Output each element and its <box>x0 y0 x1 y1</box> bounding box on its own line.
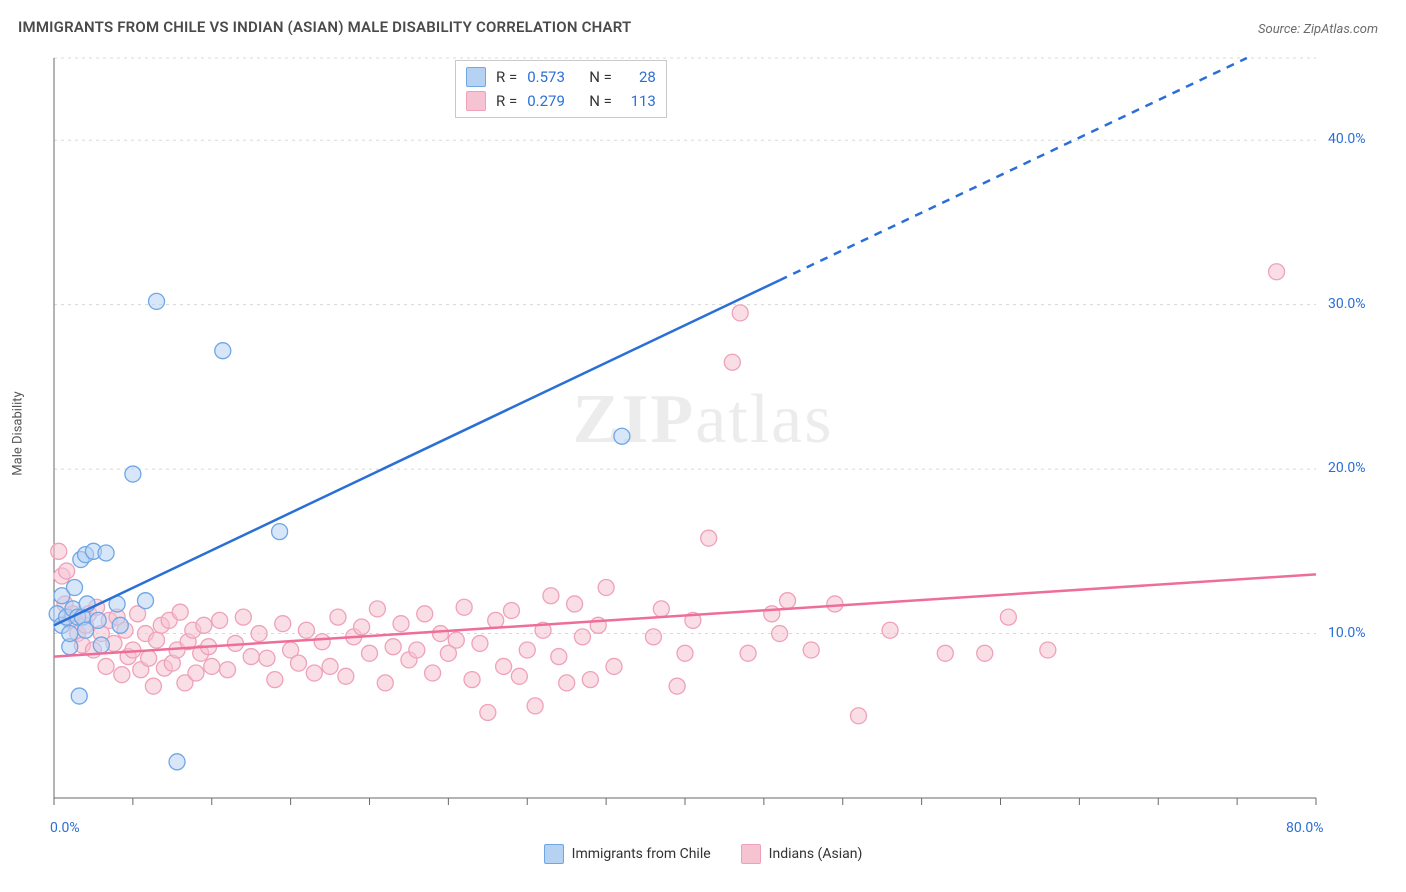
stats-n-label: N = <box>589 89 612 113</box>
source-prefix: Source: <box>1258 22 1303 37</box>
legend-item-indian: Indians (Asian) <box>741 844 863 864</box>
stats-n-value: 28 <box>622 65 656 89</box>
stats-swatch <box>466 91 486 111</box>
stats-r-label: R = <box>496 89 517 113</box>
source-attribution: Source: ZipAtlas.com <box>1258 22 1378 37</box>
plot-area <box>46 52 1386 814</box>
legend-label: Immigrants from Chile <box>572 846 711 862</box>
stats-n-value: 113 <box>622 89 656 113</box>
y-axis-label: Male Disability <box>8 52 28 814</box>
series-legend: Immigrants from Chile Indians (Asian) <box>0 844 1406 864</box>
y-tick-label: 20.0% <box>1328 460 1366 476</box>
legend-item-chile: Immigrants from Chile <box>544 844 711 864</box>
legend-label: Indians (Asian) <box>769 846 863 862</box>
y-tick-label: 30.0% <box>1328 296 1366 312</box>
source-name: ZipAtlas.com <box>1303 22 1378 37</box>
x-tick-label: 0.0% <box>50 820 80 836</box>
stats-n-label: N = <box>589 65 612 89</box>
stats-r-value: 0.573 <box>527 65 579 89</box>
y-tick-label: 10.0% <box>1328 625 1366 641</box>
legend-swatch <box>741 844 761 864</box>
y-tick-label: 40.0% <box>1328 131 1366 147</box>
y-axis-label-text: Male Disability <box>11 391 26 475</box>
stats-row-indian: R = 0.279 N = 113 <box>466 89 656 113</box>
stats-swatch <box>466 67 486 87</box>
scatter-plot-svg <box>46 52 1386 814</box>
chart-title: IMMIGRANTS FROM CHILE VS INDIAN (ASIAN) … <box>18 18 631 36</box>
x-tick-label: 80.0% <box>1286 820 1324 836</box>
correlation-stats-box: R = 0.573 N = 28 R = 0.279 N = 113 <box>455 60 667 118</box>
stats-r-value: 0.279 <box>527 89 579 113</box>
legend-swatch <box>544 844 564 864</box>
stats-r-label: R = <box>496 65 517 89</box>
stats-row-chile: R = 0.573 N = 28 <box>466 65 656 89</box>
